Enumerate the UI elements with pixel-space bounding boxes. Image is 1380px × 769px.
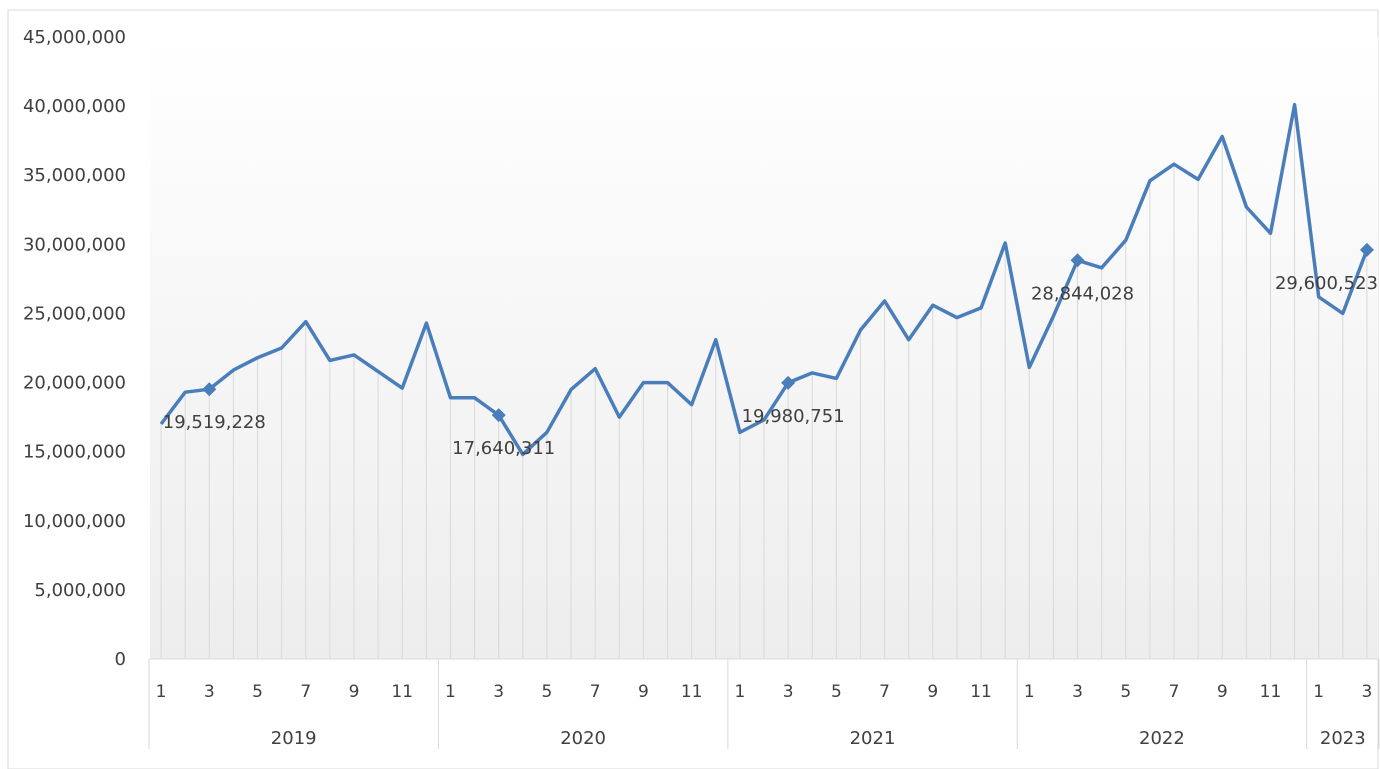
data-marker xyxy=(1070,253,1085,268)
y-tick-label: 25,000,000 xyxy=(23,303,126,324)
x-tick-label: 5 xyxy=(252,682,263,702)
y-tick-label: 5,000,000 xyxy=(34,580,126,601)
x-tick-label: 1 xyxy=(1024,682,1035,702)
x-axis-month-tick-labels: 1 3 5 7 9 11 1 3 5 7 9 11 1 3 5 7 9 11 1 3 5 7 9 11 1 3 xyxy=(156,682,1373,702)
data-marker xyxy=(1359,242,1374,257)
y-tick-label: 10,000,000 xyxy=(23,511,126,532)
x-tick-label: 11 xyxy=(391,682,413,702)
series-line xyxy=(159,102,1369,457)
x-tick-label: 1 xyxy=(156,682,167,702)
x-tick-label: 1 xyxy=(734,682,745,702)
x-tick-label: 5 xyxy=(1120,682,1131,702)
x-tick-label: 9 xyxy=(927,682,938,702)
year-label: 2022 xyxy=(1139,728,1185,749)
data-marker xyxy=(491,408,506,423)
drop-lines xyxy=(160,104,1368,659)
data-label: 19,980,751 xyxy=(742,406,845,427)
x-tick-label: 3 xyxy=(1362,682,1373,702)
data-label: 19,519,228 xyxy=(163,412,266,433)
x-tick-label: 11 xyxy=(1260,682,1282,702)
year-label: 2021 xyxy=(850,728,896,749)
x-tick-label: 7 xyxy=(300,682,311,702)
x-tick-label: 3 xyxy=(204,682,215,702)
x-tick-label: 9 xyxy=(1217,682,1228,702)
x-axis-year-labels: 2019 2020 2021 2022 2023 xyxy=(271,728,1366,749)
data-label: 28,844,028 xyxy=(1031,283,1134,304)
year-label: 2019 xyxy=(271,728,317,749)
x-tick-label: 1 xyxy=(1313,682,1324,702)
x-tick-label: 5 xyxy=(831,682,842,702)
y-tick-label: 30,000,000 xyxy=(23,234,126,255)
y-tick-label: 45,000,000 xyxy=(23,27,126,48)
data-label: 29,600,523 xyxy=(1275,273,1378,294)
y-tick-label: 0 xyxy=(115,649,126,670)
x-tick-label: 1 xyxy=(445,682,456,702)
x-tick-label: 3 xyxy=(493,682,504,702)
x-tick-label: 7 xyxy=(590,682,601,702)
y-tick-label: 35,000,000 xyxy=(23,165,126,186)
data-markers xyxy=(202,242,1374,423)
data-labels: 19,519,228 17,640,311 19,980,751 28,844,028… xyxy=(163,273,1378,459)
x-tick-label: 9 xyxy=(349,682,360,702)
y-tick-label: 40,000,000 xyxy=(23,96,126,117)
year-label: 2020 xyxy=(560,728,606,749)
x-tick-label: 3 xyxy=(1072,682,1083,702)
data-marker xyxy=(781,375,796,390)
x-tick-label: 5 xyxy=(542,682,553,702)
x-tick-label: 3 xyxy=(783,682,794,702)
x-tick-label: 7 xyxy=(1169,682,1180,702)
x-tick-label: 11 xyxy=(970,682,992,702)
y-tick-label: 15,000,000 xyxy=(23,442,126,463)
x-tick-label: 7 xyxy=(879,682,890,702)
data-label: 17,640,311 xyxy=(452,438,555,459)
x-axis xyxy=(148,658,1380,749)
y-tick-label: 20,000,000 xyxy=(23,373,126,394)
x-tick-label: 11 xyxy=(681,682,703,702)
x-tick-label: 9 xyxy=(638,682,649,702)
year-label: 2023 xyxy=(1320,728,1366,749)
series-polyline xyxy=(159,102,1369,457)
data-marker xyxy=(202,382,217,397)
y-axis-tick-labels: 0 5,000,000 10,000,000 15,000,000 20,000,000… xyxy=(23,27,126,670)
